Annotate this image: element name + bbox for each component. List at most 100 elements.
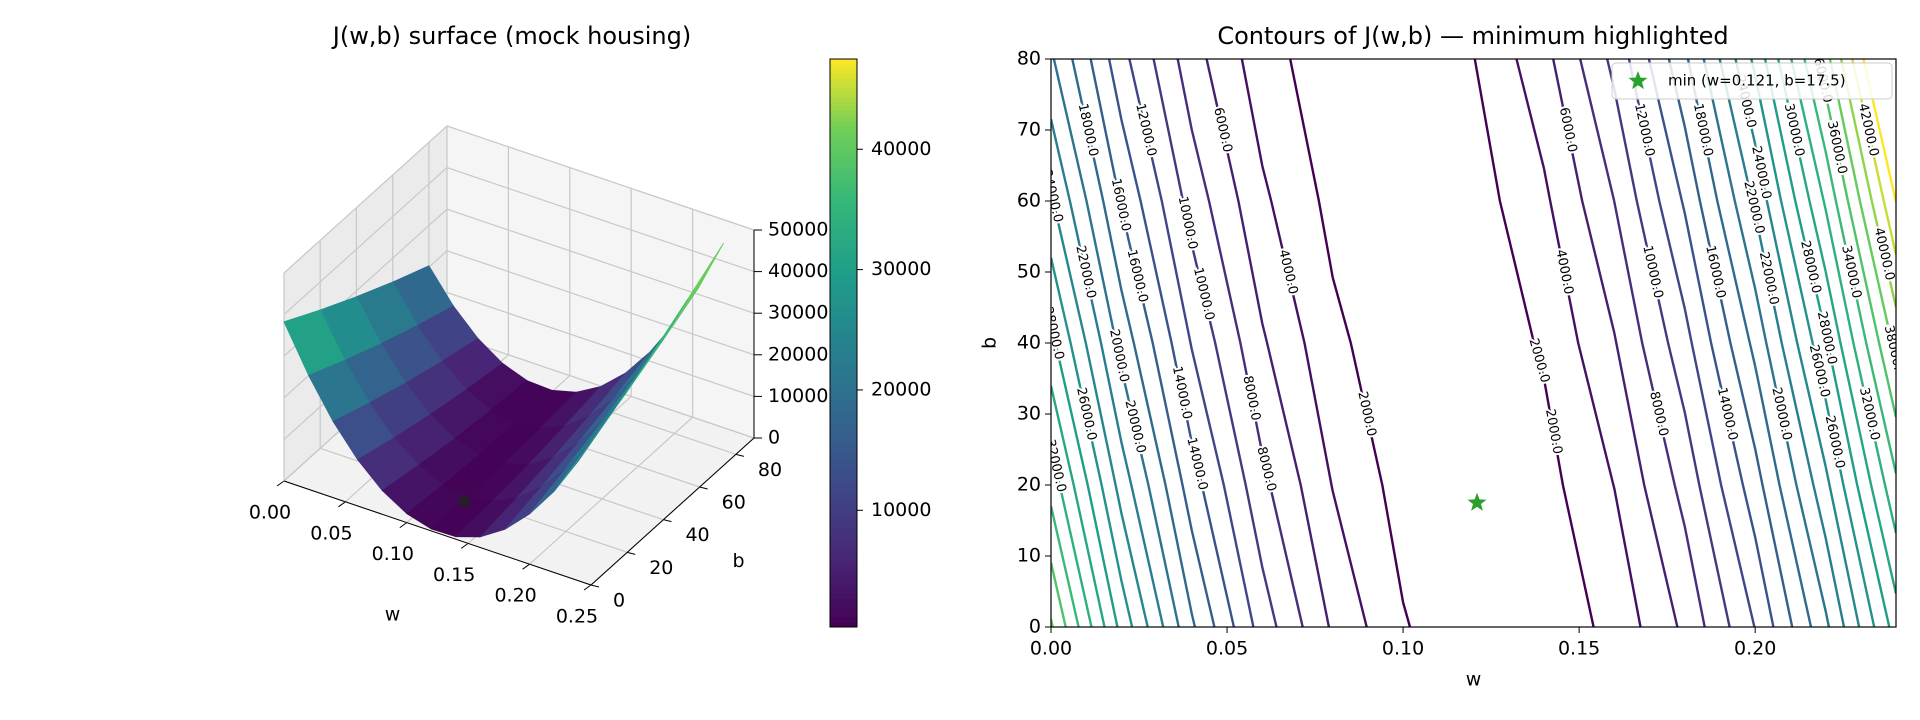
colorbar-strip [830,371,857,377]
colorbar-strip [830,285,857,292]
colorbar-strip [830,489,857,495]
legend-label: min (w=0.121, b=17.5) [1668,72,1846,90]
contour-label: 20000.0 [1106,328,1132,384]
chart-title: J(w,b) surface (mock housing) [331,22,692,50]
contour-label: 16000.0 [1124,248,1151,304]
x-tick-label: 0.15 [1558,638,1600,660]
colorbar-strip [830,427,857,434]
y-tick-label: 40 [1017,332,1041,354]
contour-label: 18000.0 [1075,102,1101,158]
contour-label: 4000.0 [1275,248,1300,296]
colorbar-strip [830,380,857,386]
colorbar-strip [830,527,857,533]
colorbar-strip [830,333,857,339]
colorbar-strip [830,77,857,83]
colorbar-strip [830,347,857,353]
colorbar-strip [830,266,857,273]
tick-mark [663,519,672,523]
colorbar-strip [830,475,857,481]
z-tick-label: 30000 [768,302,828,324]
colorbar-strip [830,177,857,183]
colorbar-strip [830,456,857,462]
colorbar-strip [830,158,857,164]
colorbar-strip [830,96,857,102]
colorbar-strip [830,603,857,609]
tick-mark [460,542,469,549]
contour-label: 24000.0 [1039,168,1066,224]
colorbar-strip [830,134,857,140]
contour-line [1051,59,1896,627]
colorbar-strip [830,191,857,197]
colorbar-strip [830,181,857,188]
x-tick-label: 0.20 [494,585,536,607]
colorbar-strip [830,63,857,69]
colorbar-strip [830,120,857,126]
y-tick-label: 0 [1029,616,1041,638]
contour-line [1289,59,1595,627]
colorbar-strip [830,139,857,145]
colorbar-strip [830,413,857,420]
colorbar-strip [830,503,857,509]
colorbar-strip [830,390,857,396]
contour-label: 10000.0 [1639,244,1665,300]
colorbar-strip [830,323,857,330]
contour-label: 8000.0 [1253,445,1278,493]
x-tick-label: 0.00 [249,502,291,524]
colorbar-strip [830,550,857,557]
legend-box [1611,62,1893,100]
colorbar-strip [830,205,857,211]
colorbar-strip [830,210,857,216]
contour-label: 4000.0 [1552,248,1575,296]
tick-mark [399,522,408,529]
tick-mark [699,486,708,490]
colorbar-strip [830,546,857,552]
colorbar-tick-label: 40000 [871,138,931,160]
contour-line [1051,59,1896,627]
contour-label: 28000.0 [1040,305,1067,361]
colorbar-strip [830,470,857,476]
colorbar-strip [830,498,857,505]
contour-label: 20000.0 [1768,386,1794,442]
colorbar-strip [830,522,857,528]
colorbar-strip [830,219,857,225]
colorbar-strip [830,257,857,263]
y-tick-label: 40 [685,524,709,546]
colorbar-strip [830,612,857,618]
colorbar-strip [830,352,857,358]
colorbar-strip [830,418,857,424]
colorbar-strip [830,290,857,296]
colorbar-strip [830,437,857,443]
y-tick-label: 60 [1017,190,1041,212]
colorbar-strip [830,328,857,334]
contour-label: 14000.0 [1183,436,1210,492]
colorbar-strip [830,124,857,131]
x-tick-label: 0.05 [310,522,352,544]
colorbar-strip [830,569,857,576]
colorbar-strip [830,385,857,391]
tick-mark [276,480,285,487]
tick-mark [590,584,600,588]
colorbar-strip [830,555,857,562]
axis-line [283,480,592,586]
colorbar-strip [830,101,857,107]
colorbar-strip [830,214,857,221]
colorbar-strip [830,314,857,320]
contour-label: 16000.0 [1702,244,1728,300]
contour-label: 14000.0 [1169,365,1194,421]
contour-label: 40000.0 [1871,226,1898,282]
colorbar-strip [830,337,857,344]
colorbar-strip [830,295,857,301]
chart-title: Contours of J(w,b) — minimum highlighted [1217,22,1728,50]
colorbar-strip [830,584,857,590]
contour-line [1051,59,1896,627]
colorbar-strip [830,366,857,372]
x-axis-label: w [1466,669,1482,691]
y-tick-label: 80 [758,459,782,481]
colorbar-strip [830,394,857,401]
colorbar-strip [830,153,857,159]
colorbar-strip [830,461,857,467]
colorbar-strip [830,129,857,136]
contour-line [1152,59,1731,627]
